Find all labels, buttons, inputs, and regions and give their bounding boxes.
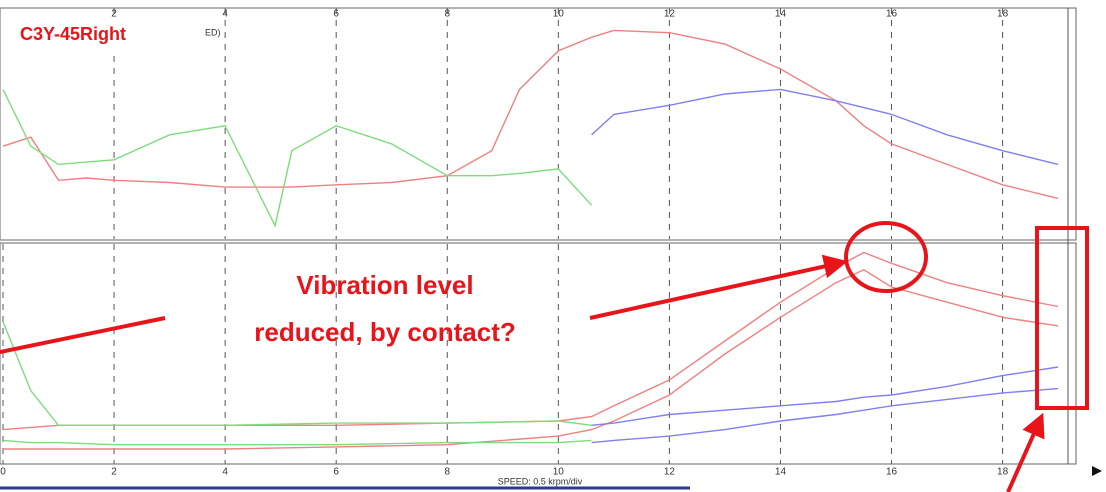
x-tick-label: 0 xyxy=(0,467,6,478)
title: C3Y-45Right xyxy=(20,24,126,44)
arrow xyxy=(1006,412,1045,492)
x-tick-label: 16 xyxy=(886,467,898,478)
x-tick-label: 14 xyxy=(775,9,787,20)
x-tick-label: 8 xyxy=(444,467,450,478)
arrow xyxy=(0,316,166,354)
x-tick-label: 10 xyxy=(553,467,565,478)
title-box xyxy=(6,20,224,50)
x-tick-label: 2 xyxy=(111,467,117,478)
x-tick-label: 14 xyxy=(775,467,787,478)
x-tick-label: 18 xyxy=(997,9,1009,20)
trace xyxy=(591,387,1059,444)
top-panel-frame xyxy=(0,7,1077,241)
x-tick-label: 16 xyxy=(886,9,898,20)
trace xyxy=(2,321,592,426)
trace xyxy=(3,269,1059,450)
pointer xyxy=(1092,466,1102,476)
annotation-line: Vibration level xyxy=(296,270,473,300)
x-tick-label: 12 xyxy=(664,467,676,478)
x-tick-label: 4 xyxy=(222,467,228,478)
trace xyxy=(2,89,593,228)
x-tick-label: 2 xyxy=(111,9,117,20)
x-axis-label: SPEED: 0.5 krpm/div xyxy=(498,476,583,486)
arrow xyxy=(589,254,848,320)
x-tick-label: 10 xyxy=(553,9,565,20)
trace xyxy=(2,29,1059,200)
x-tick-label: 6 xyxy=(333,9,339,20)
bottom-panel-frame xyxy=(0,242,1077,465)
x-tick-label: 12 xyxy=(664,9,676,20)
highlight-circle xyxy=(844,221,928,293)
x-tick-label: 6 xyxy=(333,467,339,478)
trace xyxy=(591,366,1059,426)
x-tick-label: 8 xyxy=(444,9,450,20)
trace xyxy=(591,88,1059,166)
highlight-box xyxy=(1035,226,1089,410)
header-fragment: ED) xyxy=(205,27,221,37)
plots: 2 4 6 8 10 12 14 16 18 0 2 4 6 8 10 12 14 16 18 SPEED: 0.5 … xyxy=(0,8,1059,486)
annotation-line: reduced, by contact? xyxy=(254,317,516,347)
x-tick-label: 18 xyxy=(997,467,1009,478)
x-tick-label: 4 xyxy=(222,9,228,20)
trace xyxy=(2,439,592,446)
